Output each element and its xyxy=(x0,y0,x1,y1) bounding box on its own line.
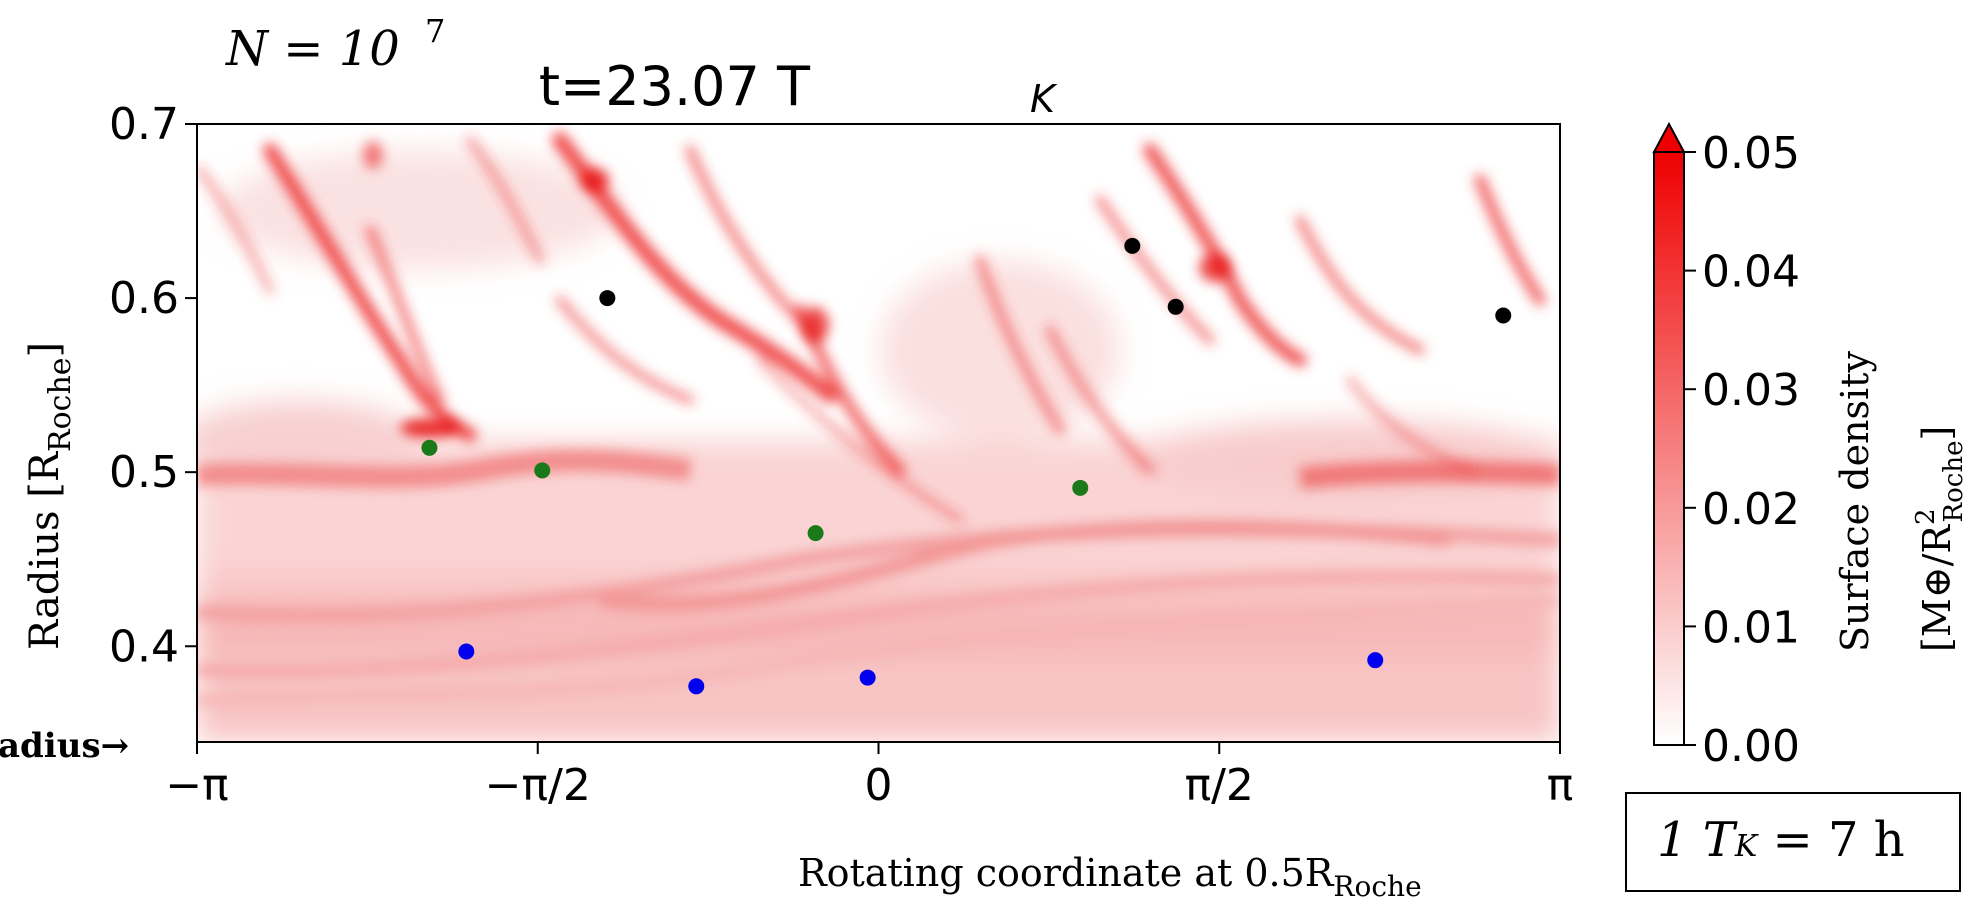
scatter-point xyxy=(1167,298,1184,315)
y-label-sub: Roche xyxy=(43,357,78,452)
svg-text:Radius [RRoche]: Radius [RRoche] xyxy=(22,342,78,650)
colorbar-tick-label: 0.01 xyxy=(1702,602,1800,653)
scatter-point xyxy=(458,643,475,660)
x-label-sub: Roche xyxy=(1333,870,1421,903)
time-box-text: 1 T xyxy=(1657,812,1735,868)
chart-title: t=23.07 T xyxy=(539,55,811,118)
x-tick-label: −π/2 xyxy=(485,760,591,811)
y-axis-ticks: 0.4 0.5 0.6 0.7 xyxy=(109,99,197,672)
svg-text:[M⊕/R2Roche]: [M⊕/R2Roche] xyxy=(1911,426,1967,652)
colorbar-ticks: 0.00 0.01 0.02 0.03 0.04 0.05 xyxy=(1684,128,1800,772)
y-tick-label: 0.4 xyxy=(109,621,179,672)
y-label-end: ] xyxy=(22,342,68,358)
x-tick-label: π xyxy=(1547,760,1574,811)
scatter-point xyxy=(534,462,551,479)
colorbar-tick-label: 0.03 xyxy=(1702,365,1800,416)
colorbar-tick-label: 0.02 xyxy=(1702,484,1800,535)
y-tick-label: 0.6 xyxy=(109,273,179,324)
cb-unit-main: [M⊕/R xyxy=(1915,524,1959,652)
x-axis-ticks: −π −π/2 0 π/2 π xyxy=(165,742,1573,811)
colorbar: 0.00 0.01 0.02 0.03 0.04 0.05 xyxy=(1652,121,1800,772)
colorbar-gradient xyxy=(1653,151,1685,746)
scatter-point xyxy=(859,669,876,686)
y-axis-label: Radius [RRoche] xyxy=(22,342,78,650)
x-axis-label: Rotating coordinate at 0.5RRoche xyxy=(798,851,1422,903)
colorbar-tick-label: 0.05 xyxy=(1702,128,1800,179)
y-label-main: Radius [R xyxy=(22,450,68,650)
radius-arrow-annotation: adius→ xyxy=(0,726,129,766)
colorbar-label-text: Surface density xyxy=(1833,351,1877,652)
scatter-points xyxy=(421,237,1512,695)
y-tick-label: 0.7 xyxy=(109,99,179,150)
scatter-point xyxy=(1367,652,1384,669)
cb-unit-sup: 2 xyxy=(1911,508,1941,525)
scatter-point xyxy=(599,290,616,307)
chart-title-sub: K xyxy=(1030,77,1058,121)
colorbar-label: Surface density xyxy=(1833,351,1877,652)
cb-unit-sub: Roche xyxy=(1939,441,1967,523)
x-tick-label: −π xyxy=(165,760,228,811)
n-label: N = 10 xyxy=(225,21,400,77)
scatter-point xyxy=(1495,307,1512,324)
time-scale-box: 1 TK = 7 h xyxy=(1625,792,1961,892)
time-box-sub: K xyxy=(1734,829,1758,864)
colorbar-unit-label: [M⊕/R2Roche] xyxy=(1911,426,1967,652)
scatter-point xyxy=(421,439,438,456)
colorbar-tick-label: 0.00 xyxy=(1702,721,1800,772)
scatter-point xyxy=(688,678,705,695)
scatter-point xyxy=(1072,479,1089,496)
x-label-main: Rotating coordinate at 0.5R xyxy=(798,851,1335,895)
colorbar-tick-label: 0.04 xyxy=(1702,247,1800,298)
x-tick-label: 0 xyxy=(865,760,893,811)
cb-unit-end: ] xyxy=(1915,426,1959,441)
scatter-point xyxy=(1124,237,1141,254)
scatter-point xyxy=(807,525,824,542)
y-tick-label: 0.5 xyxy=(109,447,179,498)
heatmap xyxy=(197,124,1560,742)
colorbar-extend-arrow xyxy=(1652,121,1686,153)
n-exponent: 7 xyxy=(425,12,445,50)
time-box-rest: = 7 h xyxy=(1757,812,1905,868)
x-tick-label: π/2 xyxy=(1185,760,1254,811)
